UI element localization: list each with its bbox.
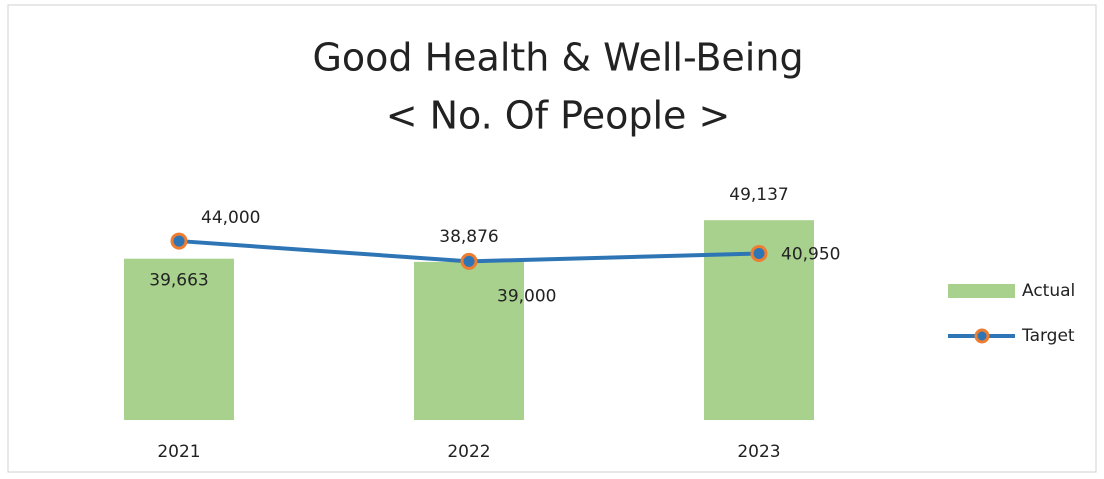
target-marker <box>170 232 188 250</box>
x-tick-label: 2021 <box>157 442 200 462</box>
target-marker <box>460 252 478 270</box>
data-label: 38,876 <box>439 227 498 247</box>
bar <box>124 258 234 420</box>
data-label: 49,137 <box>729 185 788 205</box>
legend-marker <box>974 328 990 344</box>
legend-label: Target <box>1021 326 1075 346</box>
x-tick-label: 2023 <box>737 442 780 462</box>
data-label: 39,663 <box>149 271 208 291</box>
data-label: 39,000 <box>497 286 556 306</box>
chart-subtitle: < No. Of People > <box>386 94 731 138</box>
data-label: 44,000 <box>201 208 260 228</box>
x-tick-label: 2022 <box>447 442 490 462</box>
data-label: 40,950 <box>781 244 840 264</box>
legend-label: Actual <box>1022 281 1075 301</box>
target-marker <box>750 244 768 262</box>
chart-title: Good Health & Well-Being <box>312 36 803 80</box>
bar <box>414 261 524 420</box>
legend-swatch <box>948 284 1015 298</box>
